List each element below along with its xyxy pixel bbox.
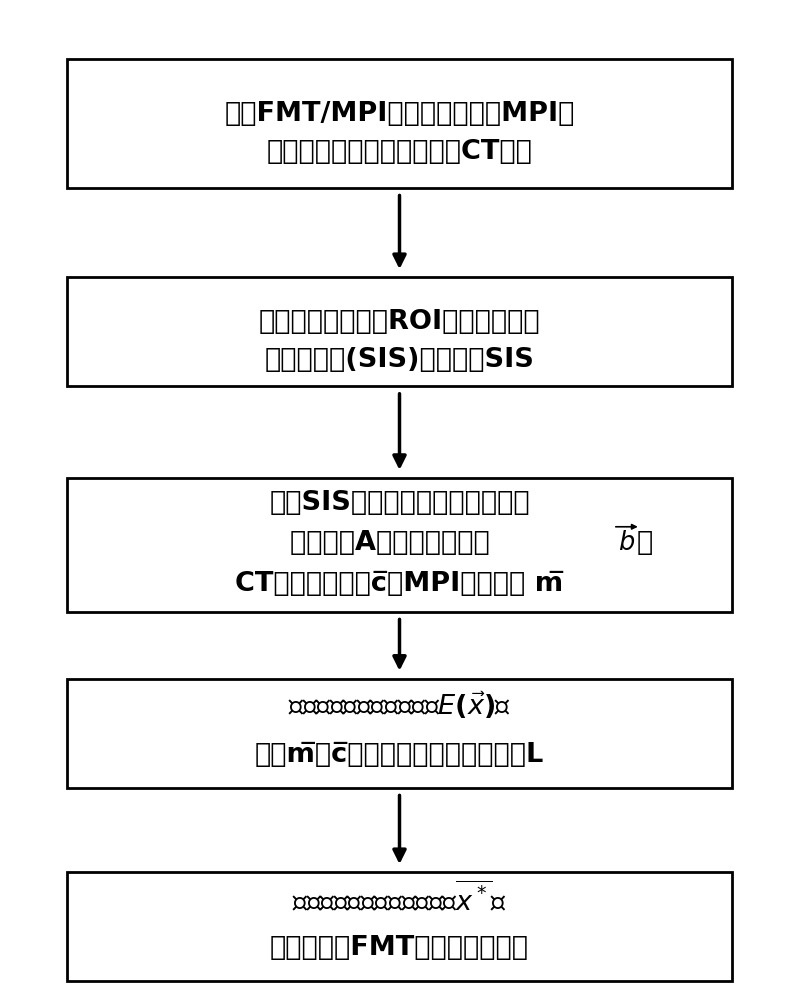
FancyBboxPatch shape	[67, 872, 732, 981]
Text: 选取感兴趣区域（ROI），构建标准: 选取感兴趣区域（ROI），构建标准	[259, 309, 540, 335]
Text: 基于FMT/MPI双模态探针获取MPI图: 基于FMT/MPI双模态探针获取MPI图	[225, 101, 574, 127]
Text: 像、近红外荧光二维图像、CT图像: 像、近红外荧光二维图像、CT图像	[267, 139, 532, 165]
FancyBboxPatch shape	[67, 478, 732, 612]
FancyBboxPatch shape	[67, 678, 732, 788]
Text: 建立逆向过程的目标函数$E$($\vec{x}$)，: 建立逆向过程的目标函数$E$($\vec{x}$)，	[288, 689, 511, 721]
Text: 、: 、	[637, 530, 653, 556]
FancyBboxPatch shape	[67, 277, 732, 386]
Text: CT解剖结构先验c̅、MPI肿瘤先验 m̅: CT解剖结构先验c̅、MPI肿瘤先验 m̅	[236, 571, 563, 597]
FancyBboxPatch shape	[67, 59, 732, 188]
Text: 根据m̅和c̅构建拉普拉斯正则化矩阵L: 根据m̅和c̅构建拉普拉斯正则化矩阵L	[255, 742, 544, 768]
Text: 最优化求解目标函数，得到$\overline{x^*}$，: 最优化求解目标函数，得到$\overline{x^*}$，	[292, 881, 507, 916]
Text: 可视化得到FMT重建的肿瘤模型: 可视化得到FMT重建的肿瘤模型	[270, 935, 529, 961]
Text: 系统矩阵A、表面观测信息: 系统矩阵A、表面观测信息	[290, 530, 509, 556]
Text: 化成像空间(SIS)并离散化SIS: 化成像空间(SIS)并离散化SIS	[264, 347, 535, 373]
Text: $b$: $b$	[618, 530, 635, 556]
Text: 基于SIS与三种图像坐标映射获得: 基于SIS与三种图像坐标映射获得	[269, 490, 530, 516]
